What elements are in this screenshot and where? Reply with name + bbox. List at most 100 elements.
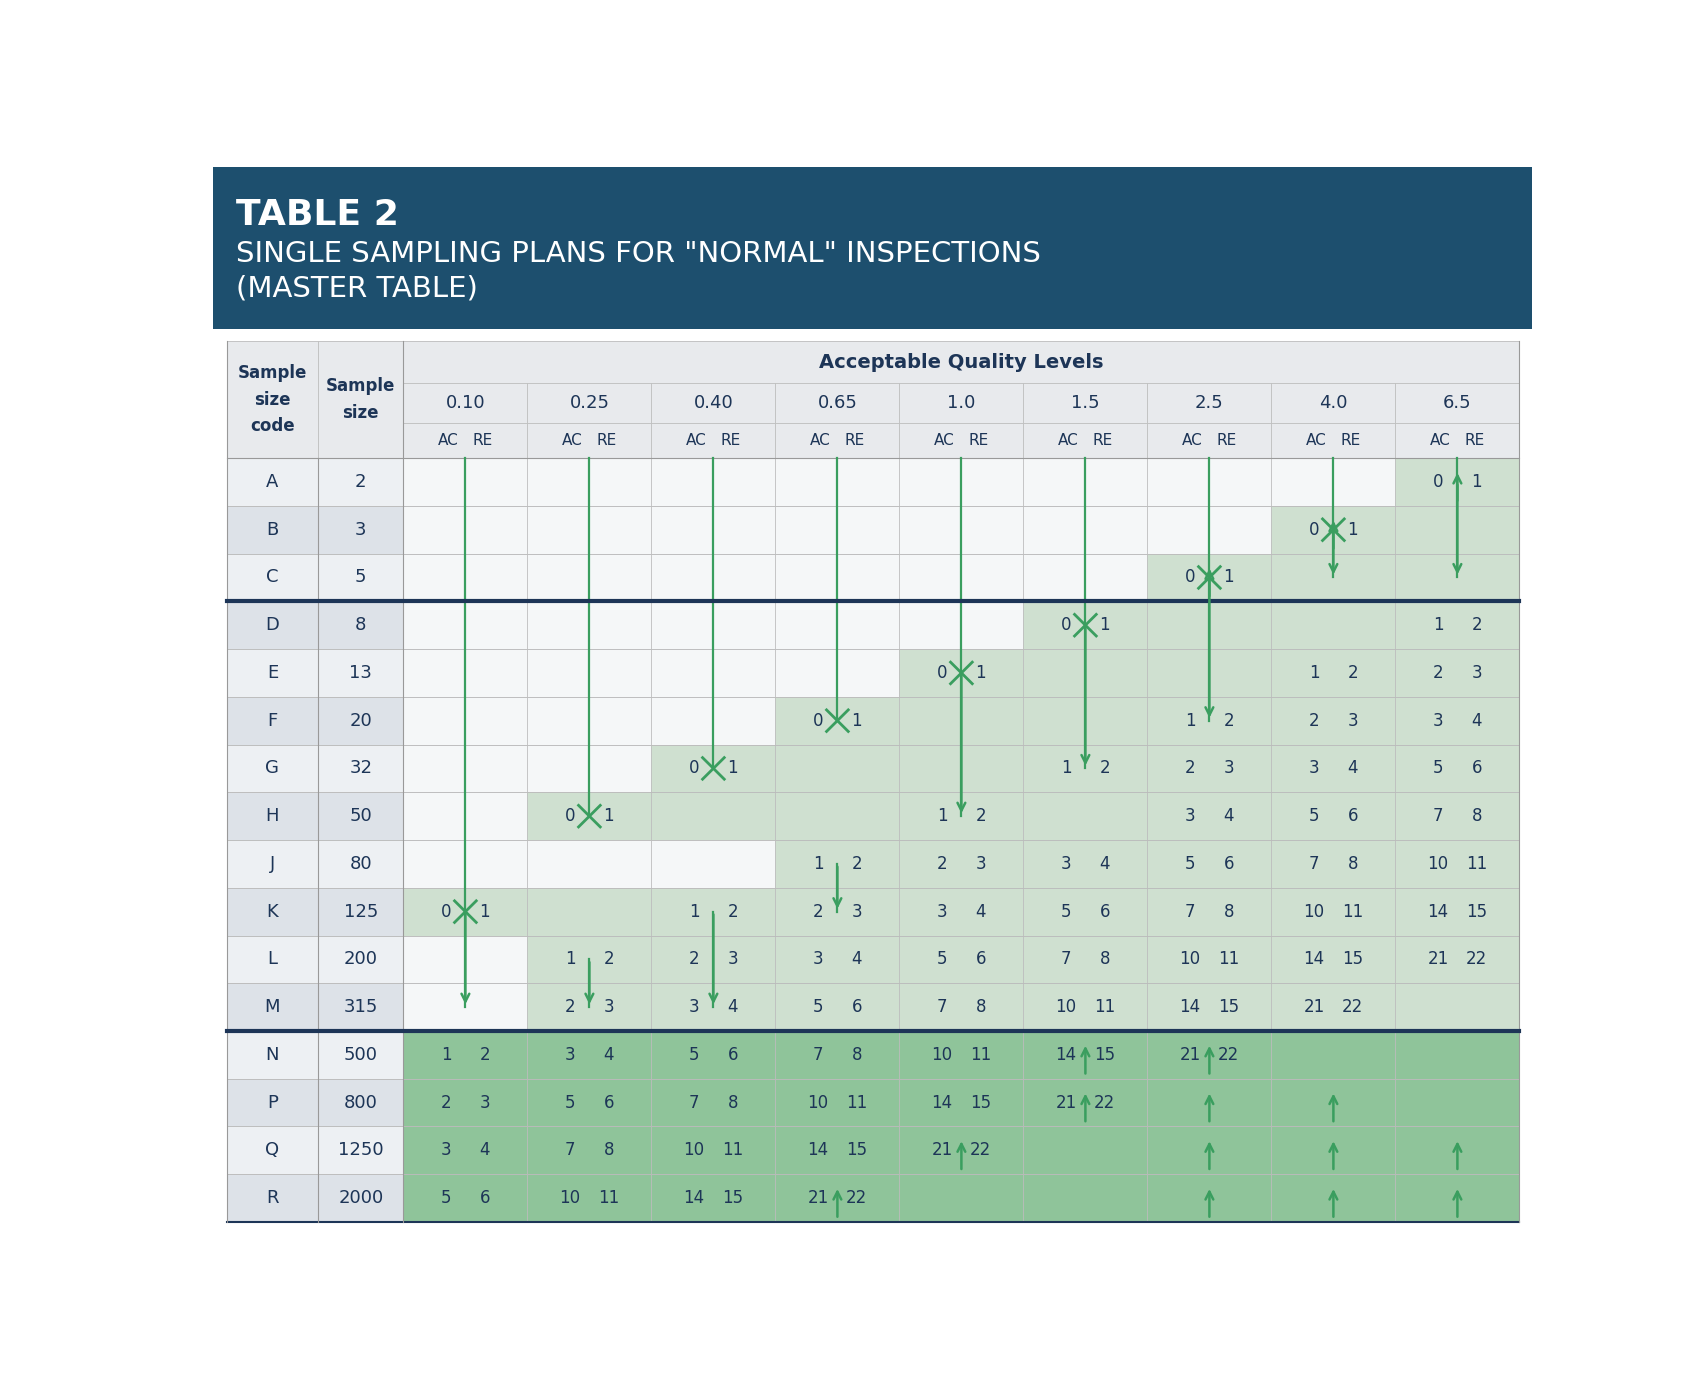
Text: RE: RE [844, 433, 865, 448]
Bar [1147, 423, 1271, 458]
Text: 10: 10 [1304, 902, 1324, 920]
Text: 0: 0 [441, 902, 451, 920]
Bar [776, 888, 899, 935]
Text: 2: 2 [604, 951, 614, 969]
Bar [1271, 423, 1396, 458]
Bar [1147, 935, 1271, 983]
Bar [1396, 601, 1520, 649]
Text: 15: 15 [1465, 902, 1488, 920]
Bar [318, 458, 403, 505]
Bar [318, 601, 403, 649]
Bar [899, 792, 1023, 839]
Text: 3: 3 [689, 998, 700, 1016]
Bar [528, 697, 652, 745]
Text: 1: 1 [1348, 521, 1358, 539]
Bar [403, 1126, 528, 1175]
Text: 80: 80 [349, 855, 373, 873]
Text: 5: 5 [441, 1189, 451, 1207]
Text: 5: 5 [936, 951, 948, 969]
Text: RE: RE [596, 433, 616, 448]
Bar [226, 505, 318, 554]
Bar [226, 601, 318, 649]
Bar [1271, 1031, 1396, 1079]
Text: 0: 0 [565, 807, 575, 825]
Bar [1396, 935, 1520, 983]
Text: 3: 3 [1433, 711, 1443, 729]
Bar [226, 458, 318, 505]
Text: 2: 2 [689, 951, 700, 969]
Bar [776, 839, 899, 888]
Text: 2: 2 [480, 1045, 490, 1063]
Text: 21: 21 [1304, 998, 1324, 1016]
Bar [226, 983, 318, 1031]
Bar [528, 1079, 652, 1126]
Bar [403, 745, 528, 792]
Text: AC: AC [810, 433, 831, 448]
Bar [318, 505, 403, 554]
Text: 1.0: 1.0 [948, 394, 975, 412]
Text: 2: 2 [1224, 711, 1234, 729]
Bar [403, 839, 528, 888]
Bar [1396, 1126, 1520, 1175]
Text: 3: 3 [936, 902, 948, 920]
Text: 5: 5 [814, 998, 824, 1016]
Text: AC: AC [1305, 433, 1328, 448]
Bar [652, 458, 776, 505]
Text: L: L [267, 951, 277, 969]
Bar [899, 1079, 1023, 1126]
Bar [1396, 792, 1520, 839]
Text: TABLE 2: TABLE 2 [237, 198, 398, 232]
Bar [899, 649, 1023, 697]
Bar [652, 1175, 776, 1222]
Text: RE: RE [720, 433, 740, 448]
Bar [776, 458, 899, 505]
Text: 3: 3 [356, 521, 366, 539]
Bar [1396, 888, 1520, 935]
Bar [652, 888, 776, 935]
Text: 15: 15 [970, 1094, 991, 1112]
Bar [318, 341, 403, 458]
Bar [528, 792, 652, 839]
Bar [899, 1126, 1023, 1175]
Bar [318, 839, 403, 888]
Text: SINGLE SAMPLING PLANS FOR "NORMAL" INSPECTIONS: SINGLE SAMPLING PLANS FOR "NORMAL" INSPE… [237, 241, 1042, 269]
Text: Sample
size: Sample size [327, 377, 395, 422]
Text: 2: 2 [1309, 711, 1319, 729]
Text: 14: 14 [931, 1094, 953, 1112]
Text: 6: 6 [975, 951, 985, 969]
Text: AC: AC [1181, 433, 1203, 448]
Text: RE: RE [1464, 433, 1484, 448]
Text: 4: 4 [1224, 807, 1234, 825]
Bar [403, 1079, 528, 1126]
Text: 1: 1 [1185, 711, 1195, 729]
Text: 2000: 2000 [339, 1189, 383, 1207]
Bar [226, 1175, 318, 1222]
Text: 10: 10 [684, 1141, 705, 1160]
Text: 10: 10 [1055, 998, 1077, 1016]
Bar [1271, 983, 1396, 1031]
Text: 6: 6 [480, 1189, 490, 1207]
Bar [1271, 458, 1396, 505]
Bar [318, 792, 403, 839]
Text: 14: 14 [807, 1141, 829, 1160]
Text: 11: 11 [1094, 998, 1115, 1016]
Text: 0: 0 [1433, 473, 1443, 491]
Bar [318, 1079, 403, 1126]
Text: 14: 14 [1055, 1045, 1077, 1063]
Bar [528, 983, 652, 1031]
Text: 21: 21 [1428, 951, 1448, 969]
Bar [403, 601, 528, 649]
Bar [1396, 1175, 1520, 1222]
Text: RE: RE [1093, 433, 1113, 448]
Bar [226, 1079, 318, 1126]
Text: 4: 4 [480, 1141, 490, 1160]
Bar [899, 839, 1023, 888]
Bar [776, 935, 899, 983]
Text: 10: 10 [1179, 951, 1200, 969]
Bar [1271, 935, 1396, 983]
Bar [403, 383, 528, 423]
Bar [403, 983, 528, 1031]
Text: 4: 4 [851, 951, 861, 969]
Bar [899, 601, 1023, 649]
Bar [776, 792, 899, 839]
